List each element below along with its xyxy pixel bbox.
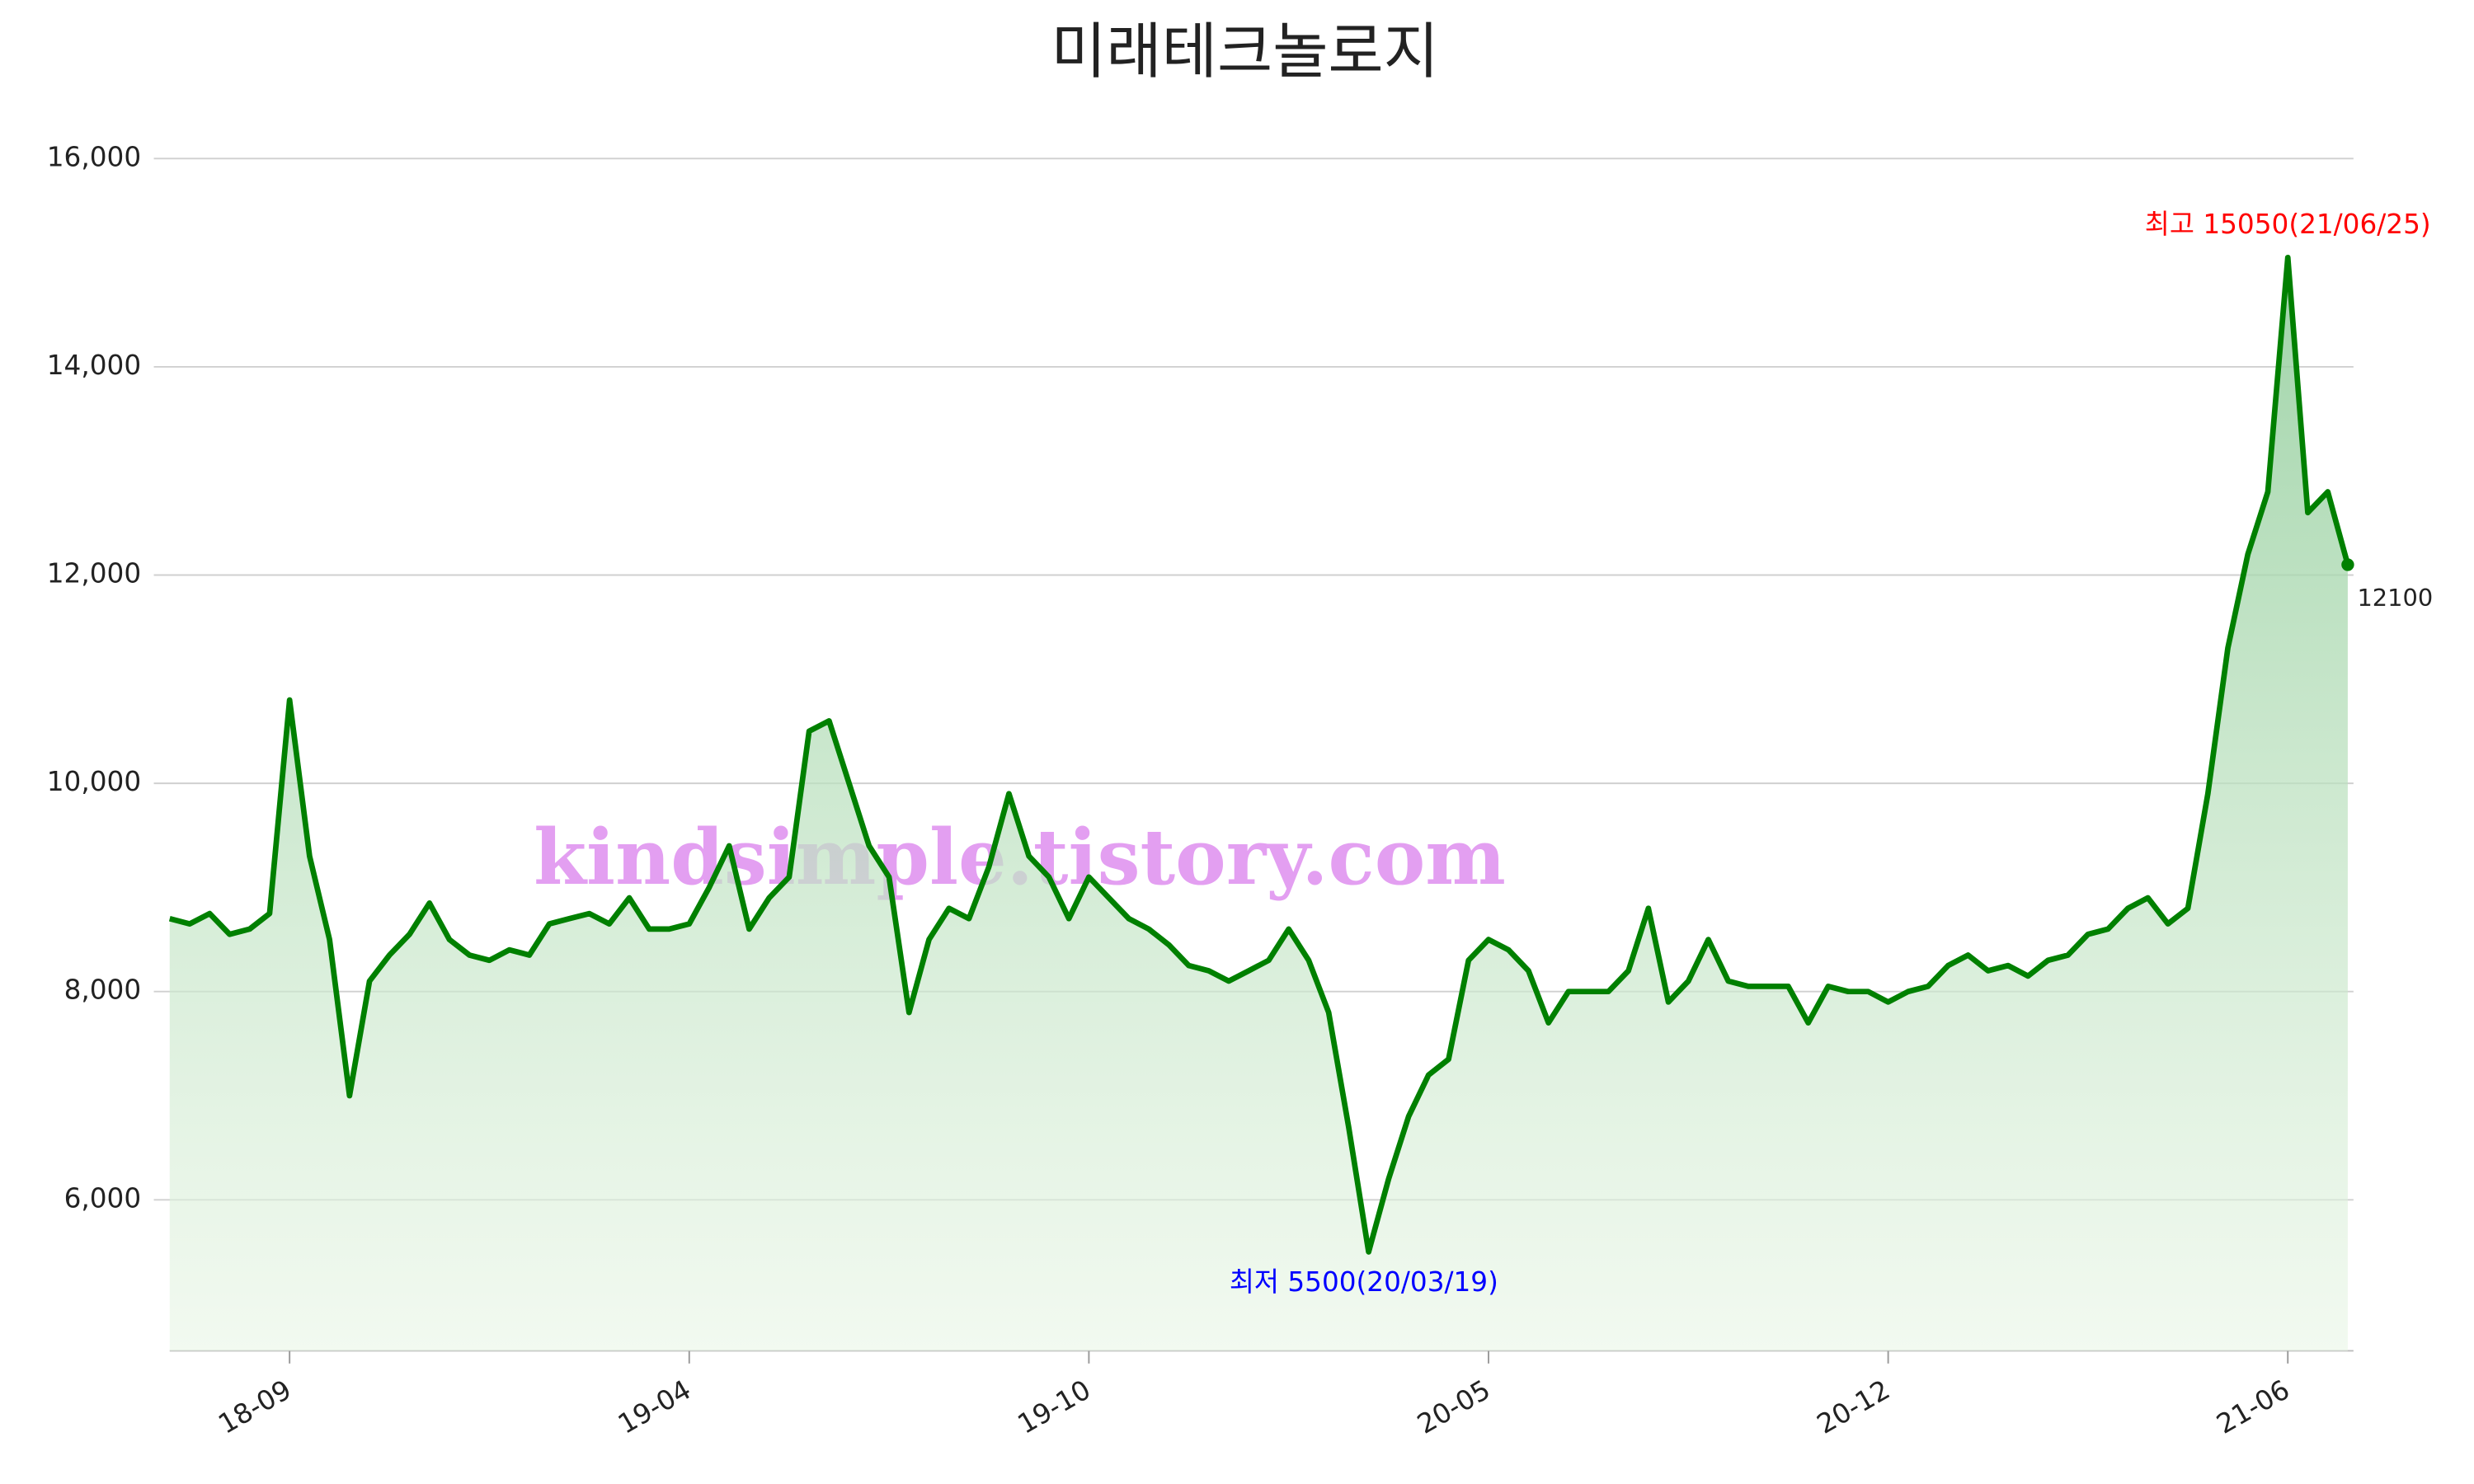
x-tick-label: 20-12	[1812, 1374, 1895, 1439]
y-tick-label: 6,000	[64, 1182, 142, 1214]
last-value-label: 12100	[2357, 584, 2433, 612]
y-tick-label: 12,000	[47, 558, 141, 589]
last-point	[2341, 558, 2354, 571]
line	[168, 254, 2351, 1255]
y-tick-label: 8,000	[64, 974, 142, 1006]
area	[169, 257, 2348, 1351]
x-tick-label: 21-06	[2211, 1374, 2294, 1439]
x-tick-label: 20-05	[1412, 1374, 1495, 1439]
chart-title: 미래테크놀로지	[1051, 16, 1439, 87]
y-tick-label: 10,000	[47, 766, 141, 797]
x-tick-label: 19-10	[1013, 1374, 1096, 1439]
y-tick-label: 14,000	[47, 350, 141, 381]
max-annotation: 최고 15050(21/06/25)	[2145, 209, 2431, 240]
x-tick-label: 18-09	[213, 1374, 296, 1439]
min-annotation: 최저 5500(20/03/19)	[1230, 1266, 1498, 1298]
y-tick-label: 16,000	[47, 141, 141, 172]
x-tick-label: 19-04	[613, 1374, 696, 1439]
